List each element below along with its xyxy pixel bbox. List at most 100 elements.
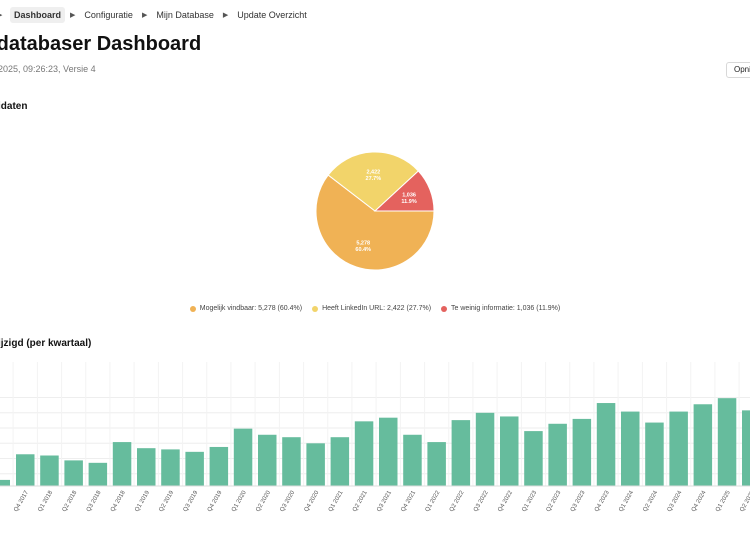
bar-q3-2023[interactable]: [572, 418, 592, 486]
bar-q4-2018[interactable]: [112, 442, 132, 486]
x-tick-label: Q2 2020: [255, 489, 272, 513]
x-tick-label: Q2 2019: [158, 489, 175, 513]
x-tick-label: Q4 2019: [207, 489, 224, 513]
bar-q3-2024[interactable]: [669, 411, 688, 486]
pie-value-label: 5,278: [356, 241, 370, 247]
pie-chart: 5,278 60.4% 2,422 27.7% 1,036 11.9%: [300, 140, 450, 280]
bar-q1-2018[interactable]: [40, 455, 59, 487]
bar-q3-2020[interactable]: [282, 437, 301, 486]
x-tick-label: Q1 2018: [37, 489, 54, 513]
breadcrumb-mijn-database[interactable]: Mijn Database: [156, 10, 214, 20]
bar-partial[interactable]: [0, 479, 10, 486]
bar-q1-2019[interactable]: [137, 448, 156, 486]
x-tick-label: Q2 2024: [642, 489, 659, 513]
x-tick-label: Q4 2018: [110, 489, 127, 513]
bar-q4-2024[interactable]: [693, 404, 713, 486]
x-tick-label: Q1 2019: [134, 489, 151, 513]
legend-swatch: [189, 305, 196, 312]
pie-percent-label: 11.9%: [401, 199, 416, 205]
chevron-right-icon: ▶: [141, 12, 148, 19]
bar-q1-2022[interactable]: [427, 442, 446, 486]
legend-swatch: [441, 305, 448, 312]
breadcrumb-dashboard[interactable]: Dashboard: [10, 7, 66, 23]
bar-q3-2021[interactable]: [379, 417, 398, 486]
x-tick-label: Q3 2024: [667, 489, 684, 513]
x-tick-label: Q4 2020: [304, 489, 321, 513]
bar-q2-2023[interactable]: [548, 423, 567, 486]
pie-legend: Mogelijk vindbaar: 5,278 (60.4%) Heeft L…: [0, 305, 750, 312]
x-tick-label: Q1 2020: [231, 489, 248, 513]
x-tick-label: Q1 2025: [715, 489, 732, 513]
pie-value-label: 2,422: [366, 169, 380, 175]
bar-q1-2025[interactable]: [717, 398, 737, 486]
x-tick-label: Q1 2023: [521, 489, 538, 513]
bar-q2-2024[interactable]: [645, 422, 664, 486]
bar-q3-2018[interactable]: [88, 462, 108, 486]
legend-item-heeft-linkedin-url[interactable]: Heeft LinkedIn URL: 2,422 (27.7%): [312, 305, 431, 312]
bar-q2-2022[interactable]: [451, 420, 471, 486]
bar-q3-2022[interactable]: [475, 412, 495, 486]
x-tick-label: Q2 2025: [739, 489, 750, 513]
bar-q2-2025[interactable]: [742, 410, 750, 486]
pie-percent-label: 60.4%: [355, 247, 371, 253]
bar-q2-2018[interactable]: [64, 460, 83, 486]
legend-label: Heeft LinkedIn URL: 2,422 (27.7%): [322, 305, 432, 312]
x-tick-label: Q4 2017: [13, 489, 30, 513]
open-button[interactable]: Opni: [726, 62, 750, 78]
x-tick-label: Q4 2023: [594, 489, 611, 513]
pie-slice-mogelijk-vindbaar[interactable]: [315, 174, 435, 271]
pie-value-label: 1,036: [402, 193, 416, 199]
bar-q1-2024[interactable]: [621, 411, 640, 486]
page-meta: 2025, 09:26:23, Versie 4: [0, 64, 96, 74]
x-tick-label: Q4 2021: [400, 489, 417, 513]
x-tick-label: Q3 2022: [473, 489, 490, 513]
legend-label: Mogelijk vindbaar: 5,278 (60.4%): [199, 305, 303, 312]
chevron-right-icon: ▶: [222, 12, 229, 19]
legend-item-mogelijk-vindbaar[interactable]: Mogelijk vindbaar: 5,278 (60.4%): [189, 305, 303, 312]
bar-chart: 17 Q4 2017 Q1 2018 Q2 2018 Q3 2018 Q4 2018 Q1 …: [0, 362, 750, 536]
x-tick-label: Q3 2020: [279, 489, 296, 513]
x-tick-label: Q4 2022: [497, 489, 514, 513]
bar-q4-2019[interactable]: [209, 446, 229, 486]
x-tick-label: Q3 2019: [183, 489, 200, 513]
chevron-right-icon: ▶: [70, 12, 76, 19]
bar-q1-2021[interactable]: [330, 437, 350, 486]
page-title: -databaser Dashboard: [0, 33, 202, 55]
x-tick-label: Q4 2024: [691, 489, 708, 513]
bar-q4-2023[interactable]: [596, 403, 616, 486]
bar-q4-2022[interactable]: [500, 416, 519, 486]
bar-chart-svg: 17 Q4 2017 Q1 2018 Q2 2018 Q3 2018 Q4 2018 Q1 …: [0, 362, 750, 513]
bar-q1-2023[interactable]: [524, 431, 543, 486]
legend-item-te-weinig-informatie[interactable]: Te weinig informatie: 1,036 (11.9%): [441, 305, 560, 312]
bar-q3-2019[interactable]: [185, 451, 204, 486]
bar-q4-2020[interactable]: [306, 443, 325, 486]
bar-q2-2020[interactable]: [258, 434, 277, 486]
x-tick-label: Q2 2018: [62, 489, 79, 513]
section-title-modified-per-quarter: ijzigd (per kwartaal): [0, 338, 92, 349]
breadcrumb-configuratie[interactable]: Configuratie: [84, 10, 133, 20]
x-tick-label: Q2 2021: [352, 489, 369, 513]
pie-slice-te-weinig-informatie[interactable]: [373, 170, 435, 212]
bar-q2-2019[interactable]: [161, 449, 180, 486]
x-tick-label: Q1 2021: [328, 489, 345, 513]
x-tick-label: Q3 2021: [376, 489, 393, 513]
x-tick-label: 17: [0, 495, 2, 504]
breadcrumb-update-overzicht[interactable]: Update Overzicht: [237, 10, 307, 20]
bar-q2-2021[interactable]: [354, 421, 374, 486]
pie-slice-heeft-linkedin-url[interactable]: [327, 151, 420, 212]
bar-q1-2020[interactable]: [233, 428, 253, 486]
x-tick-label: Q3 2023: [570, 489, 587, 513]
x-tick-label: Q2 2023: [546, 489, 563, 513]
bar-q4-2021[interactable]: [403, 434, 422, 486]
x-tick-label: Q1 2022: [425, 489, 442, 513]
section-title-candidates: idaten: [0, 101, 28, 112]
x-tick-label: Q1 2024: [618, 489, 635, 513]
breadcrumb: Dashboard ▶ Configuratie ▶ Mijn Database…: [10, 7, 311, 23]
bar-q4-2017[interactable]: [16, 454, 35, 486]
x-tick-label: Q3 2018: [86, 489, 103, 513]
legend-swatch: [312, 305, 319, 312]
pie-percent-label: 27.7%: [366, 176, 382, 182]
chevron-right-icon: ▶: [0, 11, 2, 19]
legend-label: Te weinig informatie: 1,036 (11.9%): [451, 305, 561, 312]
